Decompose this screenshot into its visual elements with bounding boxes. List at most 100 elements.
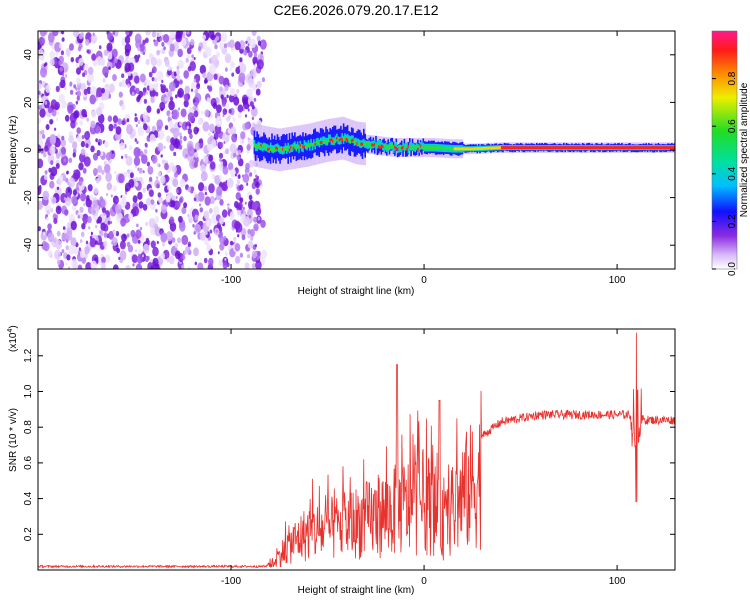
noise-speckle xyxy=(232,117,236,122)
noise-speckle xyxy=(236,155,241,161)
noise-speckle xyxy=(105,84,108,88)
signal-core xyxy=(444,146,446,150)
snr-x-ticks: -100 0 100 xyxy=(221,329,626,587)
noise-speckle xyxy=(193,57,196,60)
signal-core xyxy=(422,147,425,151)
signal-band-mid xyxy=(322,136,325,144)
signal-core xyxy=(511,146,514,150)
noise-speckle xyxy=(236,179,241,185)
noise-speckle xyxy=(133,147,141,158)
noise-speckle xyxy=(85,240,89,245)
noise-speckle xyxy=(237,158,244,167)
noise-speckle xyxy=(80,192,87,202)
noise-speckle xyxy=(125,264,131,269)
noise-speckle xyxy=(131,91,135,96)
signal-band-outer xyxy=(303,136,306,161)
noise-speckle xyxy=(187,53,191,59)
signal-core xyxy=(668,146,670,150)
noise-speckle xyxy=(150,96,155,104)
noise-speckle xyxy=(153,137,157,142)
signal-core xyxy=(310,142,312,146)
signal-core xyxy=(384,143,387,147)
noise-speckle xyxy=(246,144,251,151)
noise-speckle xyxy=(72,152,77,158)
noise-speckle xyxy=(176,69,180,76)
noise-speckle xyxy=(183,99,189,108)
noise-speckle xyxy=(70,237,77,247)
signal-core xyxy=(583,146,585,150)
noise-speckle xyxy=(177,59,184,69)
signal-core xyxy=(372,143,375,147)
noise-speckle xyxy=(65,197,71,207)
signal-core xyxy=(544,146,546,150)
signal-core xyxy=(264,144,266,148)
signal-core xyxy=(284,148,287,152)
signal-core xyxy=(487,146,489,150)
signal-band-outer xyxy=(341,129,343,154)
noise-speckle xyxy=(103,212,106,216)
x-tick-label: 0 xyxy=(421,275,427,286)
noise-speckle xyxy=(249,38,256,49)
y-tick-label: 0.6 xyxy=(23,456,34,470)
signal-core xyxy=(629,146,631,150)
signal-core xyxy=(304,145,307,149)
noise-speckle xyxy=(198,182,205,192)
noise-speckle xyxy=(80,214,83,219)
noise-speckle xyxy=(167,185,171,191)
noise-speckle xyxy=(244,201,247,205)
noise-speckle xyxy=(224,258,227,261)
noise-speckle xyxy=(69,89,74,95)
noise-speckle xyxy=(165,194,171,203)
signal-core xyxy=(375,143,377,147)
noise-speckle xyxy=(143,123,148,131)
noise-speckle xyxy=(229,88,236,96)
noise-speckle xyxy=(83,64,89,73)
signal-band-mid xyxy=(287,142,289,151)
signal-core xyxy=(337,137,339,141)
signal-core xyxy=(469,147,472,151)
noise-speckle xyxy=(81,223,86,230)
noise-speckle xyxy=(174,242,179,248)
y-tick-label: 0.2 xyxy=(23,527,34,541)
noise-speckle xyxy=(78,247,81,251)
noise-speckle xyxy=(198,46,202,52)
noise-speckle xyxy=(186,125,189,130)
noise-speckle xyxy=(58,60,63,66)
noise-speckle xyxy=(175,94,178,99)
noise-speckle xyxy=(63,67,68,73)
noise-speckle xyxy=(153,77,158,83)
noise-speckle xyxy=(88,226,91,230)
noise-speckle xyxy=(157,171,162,177)
signal-core xyxy=(341,138,343,142)
noise-speckle xyxy=(204,109,210,118)
noise-speckle xyxy=(194,88,199,95)
noise-speckle xyxy=(119,200,126,209)
noise-speckle xyxy=(248,205,251,209)
noise-speckle xyxy=(118,256,121,260)
noise-speckle xyxy=(228,39,235,49)
signal-core xyxy=(268,147,271,151)
noise-speckle xyxy=(248,215,251,219)
signal-core xyxy=(507,146,510,150)
signal-core xyxy=(350,139,353,143)
noise-speckle xyxy=(183,202,188,209)
noise-speckle xyxy=(156,32,160,36)
noise-speckle xyxy=(237,112,242,119)
noise-speckle xyxy=(169,113,173,118)
noise-speckle xyxy=(55,163,60,169)
signal-core xyxy=(502,146,504,150)
noise-speckle xyxy=(75,91,78,95)
noise-speckle xyxy=(230,245,233,249)
noise-speckle xyxy=(218,259,223,267)
noise-speckle xyxy=(79,206,84,213)
noise-speckle xyxy=(253,216,258,223)
noise-speckle xyxy=(173,151,177,157)
noise-speckle xyxy=(249,172,253,177)
noise-speckle xyxy=(193,99,196,103)
noise-speckle xyxy=(237,104,244,113)
noise-speckle xyxy=(208,208,213,214)
signal-core xyxy=(357,142,360,146)
signal-core xyxy=(495,146,498,150)
noise-speckle xyxy=(47,32,55,43)
noise-speckle xyxy=(134,116,138,123)
